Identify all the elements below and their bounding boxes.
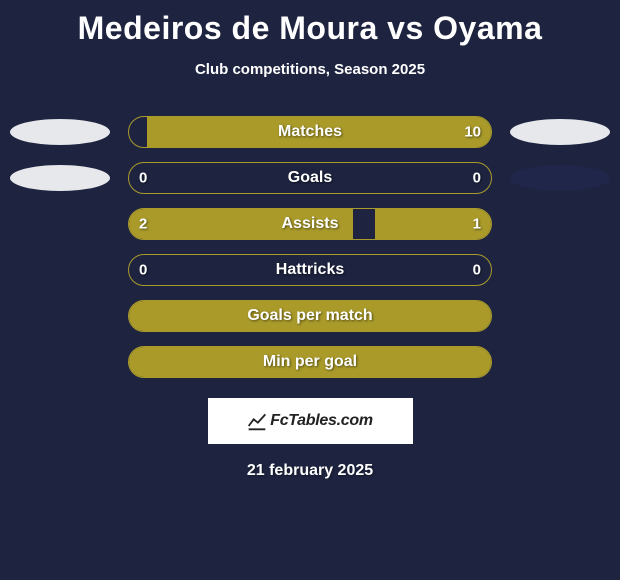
stat-label: Assists [282, 215, 339, 233]
player-left-oval [10, 257, 110, 283]
page-subtitle: Club competitions, Season 2025 [0, 61, 620, 78]
comparison-row: Min per goal [10, 346, 610, 378]
comparison-row: Assists 2 1 [10, 208, 610, 240]
stat-value-right: 0 [473, 170, 481, 187]
stat-value-right: 0 [473, 262, 481, 279]
stat-label: Matches [278, 123, 342, 141]
player-left-oval [10, 211, 110, 237]
chart-icon [247, 411, 267, 431]
player-left-oval [10, 119, 110, 145]
stat-value-left: 2 [139, 216, 147, 233]
player-left-oval [10, 165, 110, 191]
footer-date: 21 february 2025 [0, 462, 620, 480]
comparison-row: Goals per match [10, 300, 610, 332]
player-left-oval [10, 303, 110, 329]
source-banner: FcTables.com [208, 398, 413, 444]
stat-bar: Min per goal [128, 346, 492, 378]
stat-value-left: 0 [139, 262, 147, 279]
player-right-oval [510, 165, 610, 191]
player-right-oval [510, 303, 610, 329]
comparison-rows: Matches10Goals00Assists21Hattricks00Goal… [0, 116, 620, 378]
stat-value-left: 0 [139, 170, 147, 187]
comparison-row: Hattricks 0 0 [10, 254, 610, 286]
stat-label: Goals per match [247, 307, 372, 325]
stat-label: Hattricks [276, 261, 344, 279]
stat-value-right: 1 [473, 216, 481, 233]
stat-label: Goals [288, 169, 332, 187]
stat-bar: Matches 10 [128, 116, 492, 148]
banner-text: FcTables.com [270, 412, 373, 430]
player-right-oval [510, 119, 610, 145]
player-right-oval [510, 349, 610, 375]
player-left-oval [10, 349, 110, 375]
player-right-oval [510, 211, 610, 237]
player-right-oval [510, 257, 610, 283]
stat-bar: Goals 0 0 [128, 162, 492, 194]
comparison-row: Matches 10 [10, 116, 610, 148]
page-title: Medeiros de Moura vs Oyama [0, 0, 620, 47]
stat-value-right: 10 [464, 124, 481, 141]
stat-label: Min per goal [263, 353, 357, 371]
stat-bar: Goals per match [128, 300, 492, 332]
stat-bar: Assists 2 1 [128, 208, 492, 240]
stat-bar: Hattricks 0 0 [128, 254, 492, 286]
comparison-row: Goals 0 0 [10, 162, 610, 194]
